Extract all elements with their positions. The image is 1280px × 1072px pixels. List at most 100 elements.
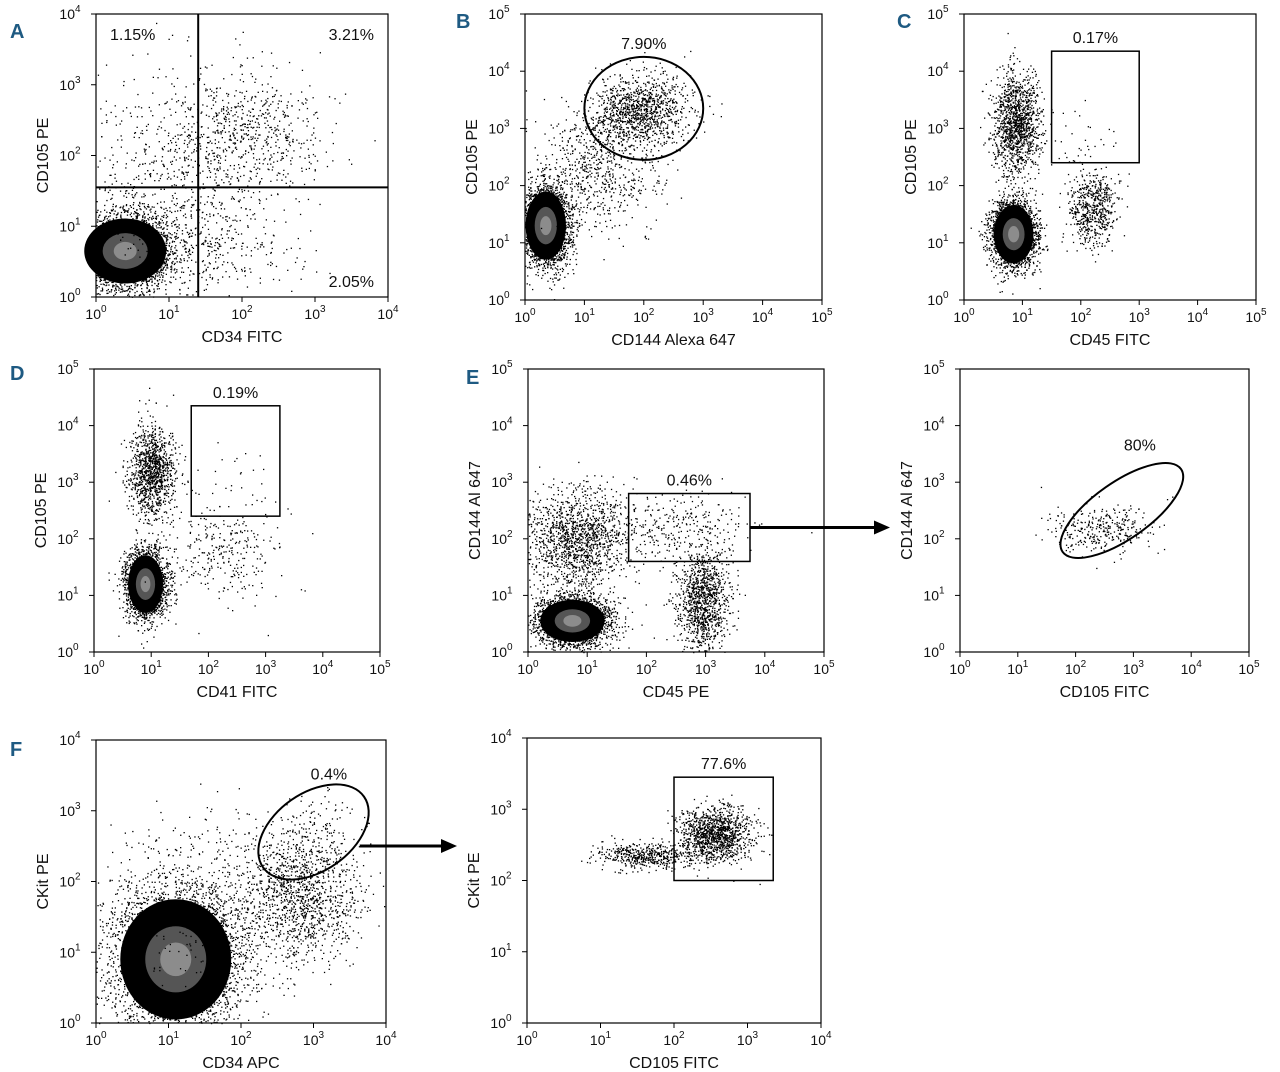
x-tick-label: 104: [377, 304, 399, 322]
core-center: [563, 614, 582, 627]
population-2: [212, 788, 385, 1003]
population-2: [564, 42, 723, 164]
y-axis-label: CD105 PE: [464, 119, 481, 195]
quadrant-percentage: 2.05%: [329, 274, 374, 291]
x-tick-label: 101: [158, 304, 180, 322]
y-tick-label: 105: [923, 359, 945, 377]
x-tick-label: 102: [633, 307, 655, 325]
x-tick-label: 101: [590, 1030, 612, 1048]
y-axis-label: CD105 PE: [903, 119, 920, 195]
x-tick-label: 104: [1187, 307, 1209, 325]
quadrant-percentage: 3.21%: [329, 27, 374, 44]
y-axis-label: CKit PE: [466, 852, 483, 908]
population-2: [980, 32, 1067, 216]
x-axis-label: CD41 FITC: [197, 684, 278, 701]
x-tick-label: 103: [737, 1030, 759, 1048]
x-tick-label: 100: [83, 659, 105, 677]
gate-rect: [673, 776, 774, 882]
x-tick-label: 102: [636, 659, 658, 677]
x-tick-label: 105: [1238, 659, 1260, 677]
x-tick-label: 100: [85, 304, 107, 322]
core-highlight: [1002, 218, 1025, 251]
x-tick-label: 104: [1181, 659, 1203, 677]
y-tick-label: 104: [57, 416, 79, 434]
plot-frame: [527, 368, 825, 653]
panel-label: E: [466, 367, 479, 389]
core-highlight: [102, 233, 148, 269]
y-tick-label: 104: [59, 4, 81, 22]
x-tick-label: 100: [953, 307, 975, 325]
gate-percentage: 7.90%: [621, 36, 666, 53]
population-4: [551, 476, 813, 576]
x-tick-label: 104: [752, 307, 774, 325]
x-tick-label: 105: [813, 659, 835, 677]
y-tick-label: 101: [57, 585, 79, 603]
x-tick-label: 102: [231, 304, 253, 322]
y-tick-label: 103: [491, 472, 513, 490]
panel-label: D: [10, 363, 24, 385]
gating-arrow: [750, 520, 890, 535]
panel-label: B: [456, 11, 470, 33]
population-3: [97, 783, 386, 1014]
x-tick-label: 103: [1123, 659, 1145, 677]
population-4: [167, 442, 277, 531]
data-points: [528, 461, 813, 654]
data-points: [108, 387, 314, 649]
x-axis-label: CD45 FITC: [1070, 332, 1151, 349]
population-1: [525, 144, 583, 301]
panel-7: 0.4% 100 101 102 103 104 100 101 102 103 104 CD34 A…: [10, 730, 397, 1072]
x-tick-label: 102: [663, 1030, 685, 1048]
y-tick-label: 104: [491, 416, 513, 434]
core-center: [540, 216, 552, 236]
quadrant-percentage: 1.15%: [110, 27, 155, 44]
x-tick-label: 105: [1245, 307, 1267, 325]
gate-percentage: 80%: [1124, 437, 1156, 454]
core-highlight: [554, 609, 591, 633]
population-1: [84, 188, 218, 298]
y-tick-label: 101: [59, 942, 81, 960]
x-tick-label: 100: [516, 1030, 538, 1048]
population-1: [654, 794, 773, 886]
population-1: [1035, 486, 1174, 570]
y-tick-label: 104: [59, 730, 81, 748]
population-1: [108, 520, 178, 649]
x-tick-label: 104: [375, 1030, 397, 1048]
y-tick-label: 103: [57, 472, 79, 490]
y-axis-label: CD105 PE: [33, 473, 50, 549]
population-4: [121, 145, 331, 295]
y-axis-label: CD144 Al 647: [899, 461, 916, 560]
y-axis-label: CKit PE: [35, 853, 52, 909]
core-center: [140, 575, 151, 593]
data-points: [84, 22, 376, 298]
y-tick-label: 102: [57, 529, 79, 547]
y-tick-label: 102: [927, 176, 949, 194]
gate-ellipse: [257, 783, 370, 881]
y-tick-label: 101: [923, 585, 945, 603]
y-tick-label: 104: [927, 61, 949, 79]
population-4: [235, 787, 372, 877]
population-1: [528, 580, 647, 654]
gate-rect: [627, 492, 751, 563]
x-tick-label: 100: [85, 1030, 107, 1048]
y-axis-label: CD105 PE: [35, 118, 52, 194]
x-tick-label: 101: [141, 659, 163, 677]
gate-rect: [190, 405, 281, 517]
gate-ellipse: [583, 55, 705, 161]
panel-4: 0.19% 100 101 102 103 104 105 100 101 102 103 104 10…: [10, 359, 391, 701]
core-center: [113, 241, 137, 261]
y-tick-label: 105: [57, 359, 79, 377]
population-3: [108, 457, 314, 637]
x-tick-label: 103: [255, 659, 277, 677]
panel-label: F: [10, 739, 22, 761]
plot-frame: [963, 13, 1257, 301]
y-tick-label: 104: [923, 416, 945, 434]
x-tick-label: 102: [1065, 659, 1087, 677]
y-tick-label: 100: [490, 1013, 512, 1031]
x-tick-label: 105: [811, 307, 833, 325]
population-4: [1051, 99, 1117, 166]
y-tick-label: 103: [490, 799, 512, 817]
plot-frame: [959, 368, 1250, 653]
panel-3: 0.17% 100 101 102 103 104 105 100 101 102 103 104 10…: [897, 4, 1267, 349]
x-tick-label: 103: [304, 304, 326, 322]
y-tick-label: 105: [927, 4, 949, 22]
